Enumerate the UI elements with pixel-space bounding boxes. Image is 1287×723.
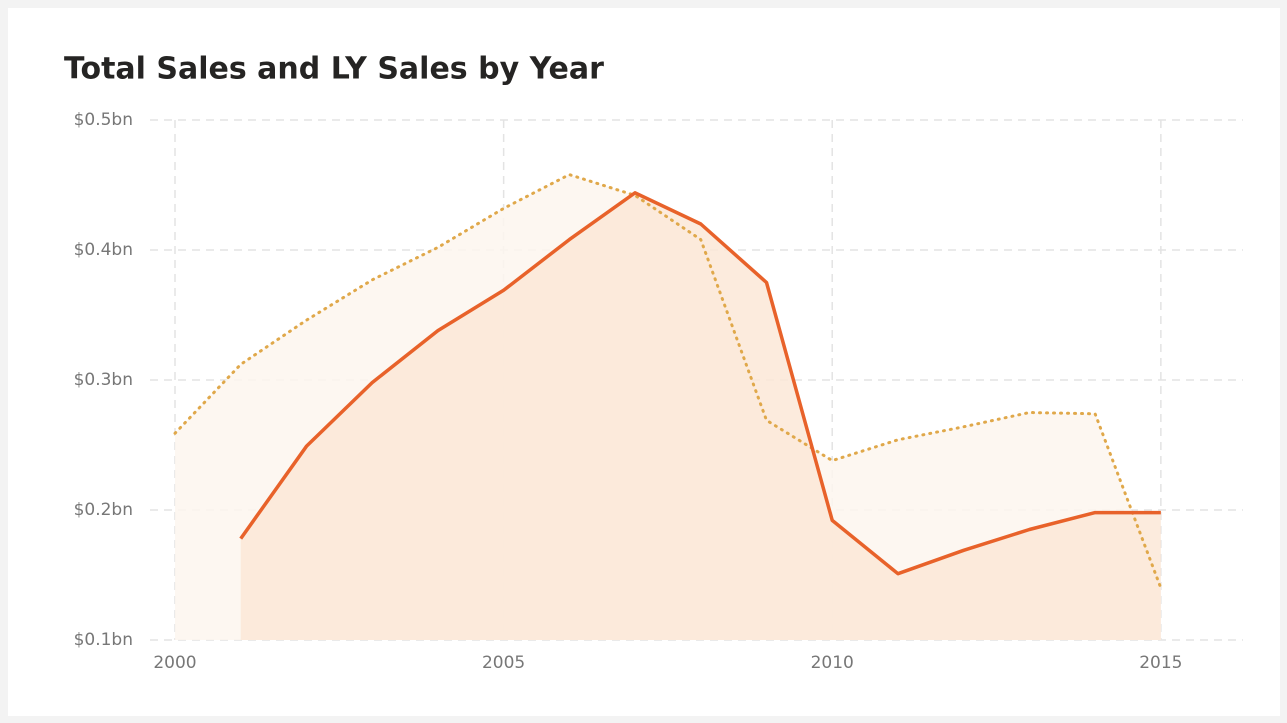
x-tick-label: 2010: [811, 653, 854, 673]
y-tick-label: $0.3bn: [74, 370, 133, 390]
x-tick-label: 2015: [1139, 653, 1182, 673]
x-tick-label: 2000: [153, 653, 196, 673]
x-tick-label: 2005: [482, 653, 525, 673]
area: [240, 192, 1161, 641]
y-tick-label: $0.4bn: [74, 240, 133, 260]
chart-title: Total Sales and LY Sales by Year: [64, 52, 604, 87]
y-tick-label: $0.1bn: [74, 630, 133, 650]
y-tick-label: $0.2bn: [74, 500, 133, 520]
y-tick-label: $0.5bn: [74, 110, 133, 130]
line: [239, 191, 1161, 576]
